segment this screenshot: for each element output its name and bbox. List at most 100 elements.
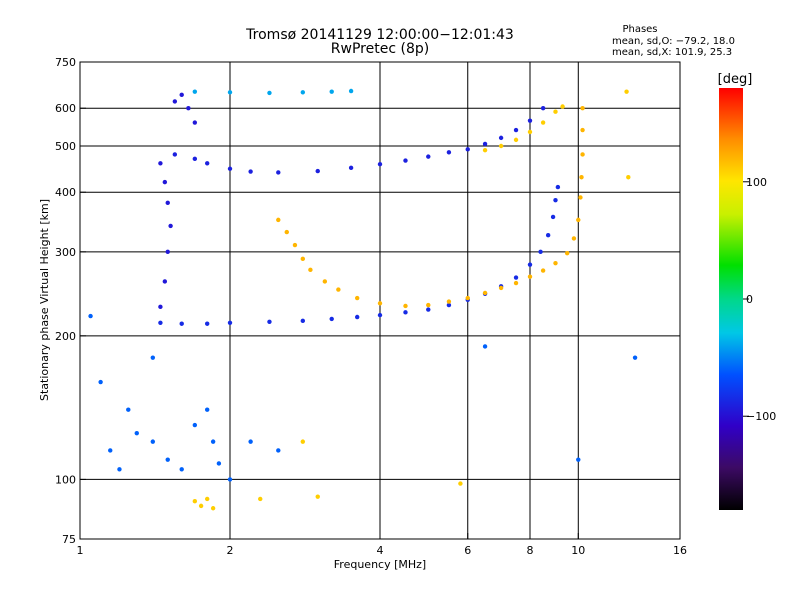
data-point	[162, 279, 168, 284]
grid-lines	[80, 62, 680, 539]
data-point	[553, 260, 558, 266]
data-point	[465, 295, 470, 301]
data-point	[553, 197, 558, 203]
data-point	[354, 295, 360, 301]
data-point	[258, 496, 263, 502]
colorbar-ticks: 100 0 −100	[743, 176, 776, 423]
y-tick-label: 300	[55, 246, 76, 259]
data-point	[377, 161, 383, 167]
x-tick-label: 16	[673, 544, 687, 557]
stats-heading: Phases	[622, 24, 657, 35]
y-tick-label: 500	[55, 140, 76, 153]
data-point	[204, 161, 210, 166]
data-point	[179, 321, 184, 326]
data-point	[513, 137, 519, 143]
data-point	[580, 106, 585, 111]
data-point	[134, 430, 139, 436]
data-point	[210, 439, 216, 444]
data-point	[426, 154, 431, 159]
data-point	[248, 439, 253, 444]
data-point	[300, 256, 306, 262]
data-point	[248, 169, 253, 174]
data-point	[348, 88, 354, 94]
data-point	[198, 503, 204, 509]
data-point	[117, 467, 122, 472]
data-point	[267, 90, 272, 96]
data-point	[276, 217, 281, 223]
data-point	[564, 251, 570, 256]
data-point	[482, 147, 488, 153]
data-point	[458, 481, 463, 486]
data-point	[88, 313, 93, 319]
data-point	[579, 175, 584, 180]
x-tick-label: 1	[77, 544, 84, 557]
data-point	[158, 320, 163, 325]
x-tick-label: 10	[571, 544, 585, 557]
data-point	[216, 461, 222, 466]
data-point	[267, 319, 272, 324]
data-point	[192, 499, 198, 504]
data-point	[580, 127, 585, 133]
data-point	[204, 496, 210, 502]
x-tick-label: 4	[377, 544, 384, 557]
data-point	[329, 316, 334, 322]
data-point	[192, 89, 198, 94]
data-point	[98, 379, 103, 385]
data-point	[108, 448, 113, 453]
data-point	[465, 147, 470, 152]
data-point	[192, 120, 198, 125]
data-point	[377, 301, 383, 306]
data-point	[192, 422, 198, 428]
data-point	[426, 307, 431, 312]
data-point	[168, 223, 173, 229]
colorbar-label: [deg]	[718, 72, 753, 87]
data-point	[540, 268, 546, 273]
data-point	[284, 229, 289, 235]
data-point	[300, 439, 306, 444]
stats-line-o: mean, sd,O: −79.2, 18.0	[612, 36, 735, 47]
data-point	[150, 355, 156, 360]
data-point	[403, 303, 408, 309]
data-point	[192, 156, 198, 162]
data-point	[560, 104, 565, 109]
data-point	[329, 89, 334, 94]
data-point	[482, 290, 488, 296]
data-point	[403, 310, 408, 315]
data-point	[446, 302, 452, 308]
data-point	[348, 165, 354, 171]
chart-subtitle: RwPretec (8p)	[331, 41, 429, 57]
data-point	[545, 233, 551, 238]
data-point	[172, 152, 178, 157]
axis-ticks: 1 2 4 6 8 10 16 75 100 200 300 400 500 600 750	[55, 56, 687, 557]
data-point	[446, 299, 452, 304]
data-point	[403, 158, 408, 163]
data-point	[377, 312, 383, 318]
data-point	[555, 184, 561, 190]
data-points	[88, 88, 638, 511]
data-point	[179, 467, 184, 472]
data-point	[540, 106, 546, 111]
x-axis-label: Frequency [MHz]	[334, 558, 426, 571]
data-point	[158, 161, 163, 166]
data-point	[210, 506, 216, 511]
data-point	[315, 168, 320, 174]
data-point	[165, 457, 170, 462]
data-point	[624, 89, 629, 94]
data-point	[513, 280, 519, 286]
data-point	[527, 274, 533, 279]
colorbar-tick-label: 0	[746, 293, 753, 306]
y-tick-label: 100	[55, 473, 76, 486]
data-point	[553, 109, 558, 114]
data-point	[482, 141, 488, 147]
data-point	[513, 275, 519, 280]
data-point	[571, 236, 577, 241]
data-point	[227, 477, 233, 482]
data-point	[578, 195, 583, 200]
y-tick-label: 750	[55, 56, 76, 69]
data-point	[204, 407, 210, 412]
data-point	[165, 249, 170, 255]
colorbar-tick-label: 100	[746, 176, 767, 189]
data-point	[276, 448, 281, 453]
colorbar	[719, 88, 743, 510]
data-point	[227, 90, 233, 95]
